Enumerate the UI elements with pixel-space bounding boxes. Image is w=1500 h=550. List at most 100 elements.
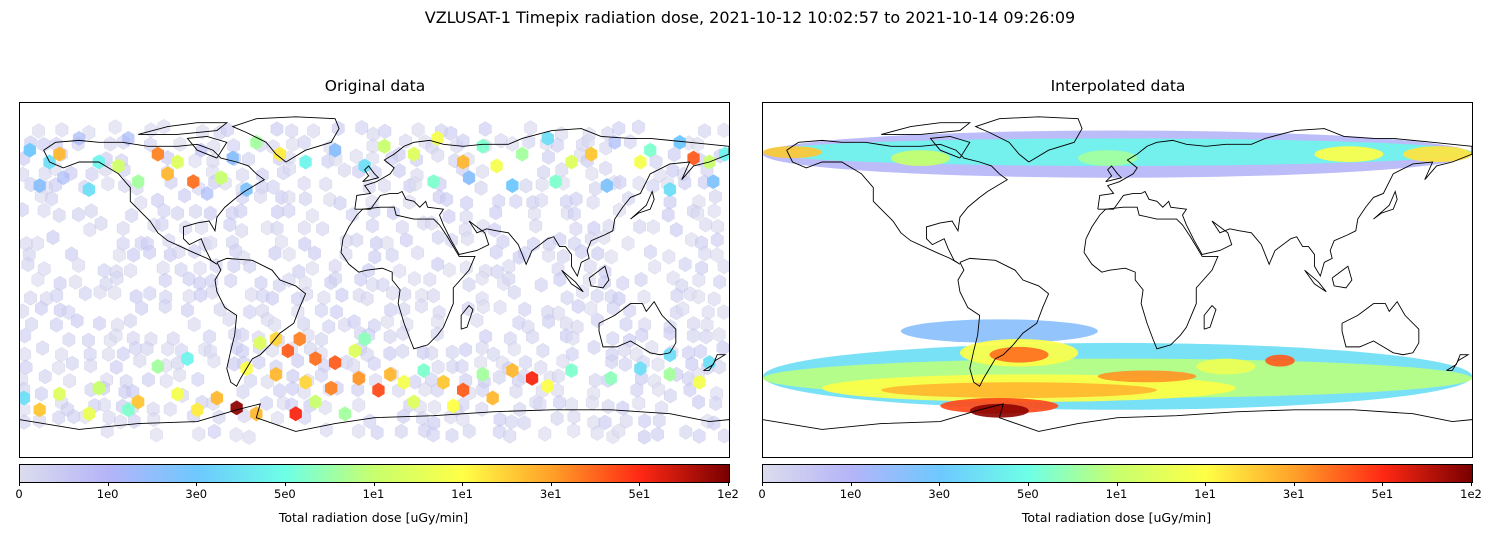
background-hexagon [542, 248, 554, 263]
data-point-hexagon [608, 134, 621, 150]
background-hexagon [488, 222, 500, 237]
background-hexagon [638, 429, 650, 444]
data-point-hexagon [171, 154, 184, 170]
background-hexagon [378, 178, 390, 193]
background-hexagon [193, 427, 205, 442]
background-hexagon [708, 291, 720, 306]
colorbar-tick-label: 3e0 [928, 487, 951, 501]
colorbar-tick-mark [762, 482, 763, 486]
background-hexagon [63, 305, 75, 320]
background-hexagon [386, 286, 398, 301]
background-hexagon [702, 305, 714, 320]
colorbar-tick-mark [1027, 482, 1029, 486]
background-hexagon [589, 373, 601, 388]
colorbar-tick-mark [373, 482, 375, 486]
background-hexagon [53, 410, 65, 425]
background-hexagon [36, 341, 48, 356]
background-hexagon [50, 317, 62, 332]
background-hexagon [718, 259, 729, 274]
background-hexagon [539, 426, 551, 441]
background-hexagon [348, 314, 360, 329]
coastline [787, 140, 1008, 264]
data-point-hexagon [525, 370, 539, 386]
background-hexagon [535, 360, 547, 375]
background-hexagon [175, 262, 187, 277]
colorbar-tick-label: 5e0 [1017, 487, 1039, 501]
background-hexagon [244, 373, 256, 388]
background-hexagon [340, 247, 352, 262]
background-hexagon [22, 257, 34, 272]
background-hexagon [698, 124, 710, 139]
background-hexagon [652, 382, 664, 397]
background-hexagon [269, 317, 281, 332]
background-hexagon [711, 232, 723, 247]
background-hexagon [520, 178, 532, 193]
background-hexagon [124, 263, 136, 278]
background-hexagon [255, 276, 267, 291]
background-hexagon [613, 203, 625, 218]
data-point-hexagon [417, 362, 430, 378]
data-point-hexagon [456, 154, 470, 170]
coastline [215, 258, 306, 386]
background-hexagon [208, 353, 220, 368]
background-hexagon [495, 133, 507, 148]
background-hexagon [242, 152, 254, 167]
background-hexagon [266, 291, 278, 306]
background-hexagon [425, 346, 437, 361]
coastline [1204, 306, 1216, 330]
background-hexagon [227, 138, 239, 153]
background-hexagon [292, 353, 304, 368]
background-hexagon [124, 313, 136, 328]
colorbar-tick-mark [1293, 482, 1295, 486]
background-hexagon [39, 369, 51, 384]
background-hexagon [431, 327, 443, 342]
background-hexagon [128, 414, 140, 429]
background-hexagon [110, 360, 122, 375]
data-point-hexagon [281, 343, 294, 359]
background-hexagon [353, 398, 365, 413]
background-hexagon [617, 276, 629, 291]
background-hexagon [318, 290, 330, 305]
right-colorbar-gradient [763, 465, 1472, 482]
background-hexagon [267, 180, 279, 195]
background-hexagon [82, 333, 94, 348]
background-hexagon [497, 234, 509, 249]
background-hexagon [55, 347, 67, 362]
data-point-hexagon [200, 185, 214, 201]
background-hexagon [412, 122, 424, 137]
left-colorbar [19, 464, 730, 483]
colorbar-tick-mark [107, 482, 109, 486]
background-hexagon [24, 291, 36, 306]
background-hexagon [708, 204, 720, 219]
interpolated-field [763, 130, 1472, 418]
background-hexagon [150, 427, 162, 442]
background-hexagon [708, 416, 720, 431]
background-hexagon [142, 372, 154, 387]
coastline [930, 136, 969, 158]
background-hexagon [424, 272, 436, 287]
data-point-hexagon [384, 366, 397, 382]
background-hexagon [214, 302, 226, 317]
background-hexagon [381, 236, 393, 251]
background-hexagon [51, 288, 63, 303]
background-hexagon [691, 137, 703, 152]
data-point-hexagon [372, 382, 385, 398]
colorbar-tick-mark [196, 482, 198, 486]
background-hexagon [283, 161, 295, 176]
background-hexagon [316, 221, 328, 236]
background-hexagon [651, 427, 663, 442]
colorbar-tick-label: 1e1 [451, 487, 473, 501]
data-point-hexagon [634, 361, 647, 376]
background-hexagon [298, 176, 310, 191]
background-hexagon [111, 271, 123, 286]
background-hexagon [275, 234, 287, 249]
background-hexagon [718, 123, 729, 138]
background-hexagon [194, 261, 206, 276]
background-hexagon [710, 396, 722, 411]
background-hexagon [476, 340, 488, 355]
background-hexagon [159, 299, 171, 314]
data-point-hexagon [161, 166, 174, 182]
background-hexagon [384, 329, 396, 344]
right-map-svg [763, 103, 1472, 457]
background-hexagon [395, 424, 407, 439]
